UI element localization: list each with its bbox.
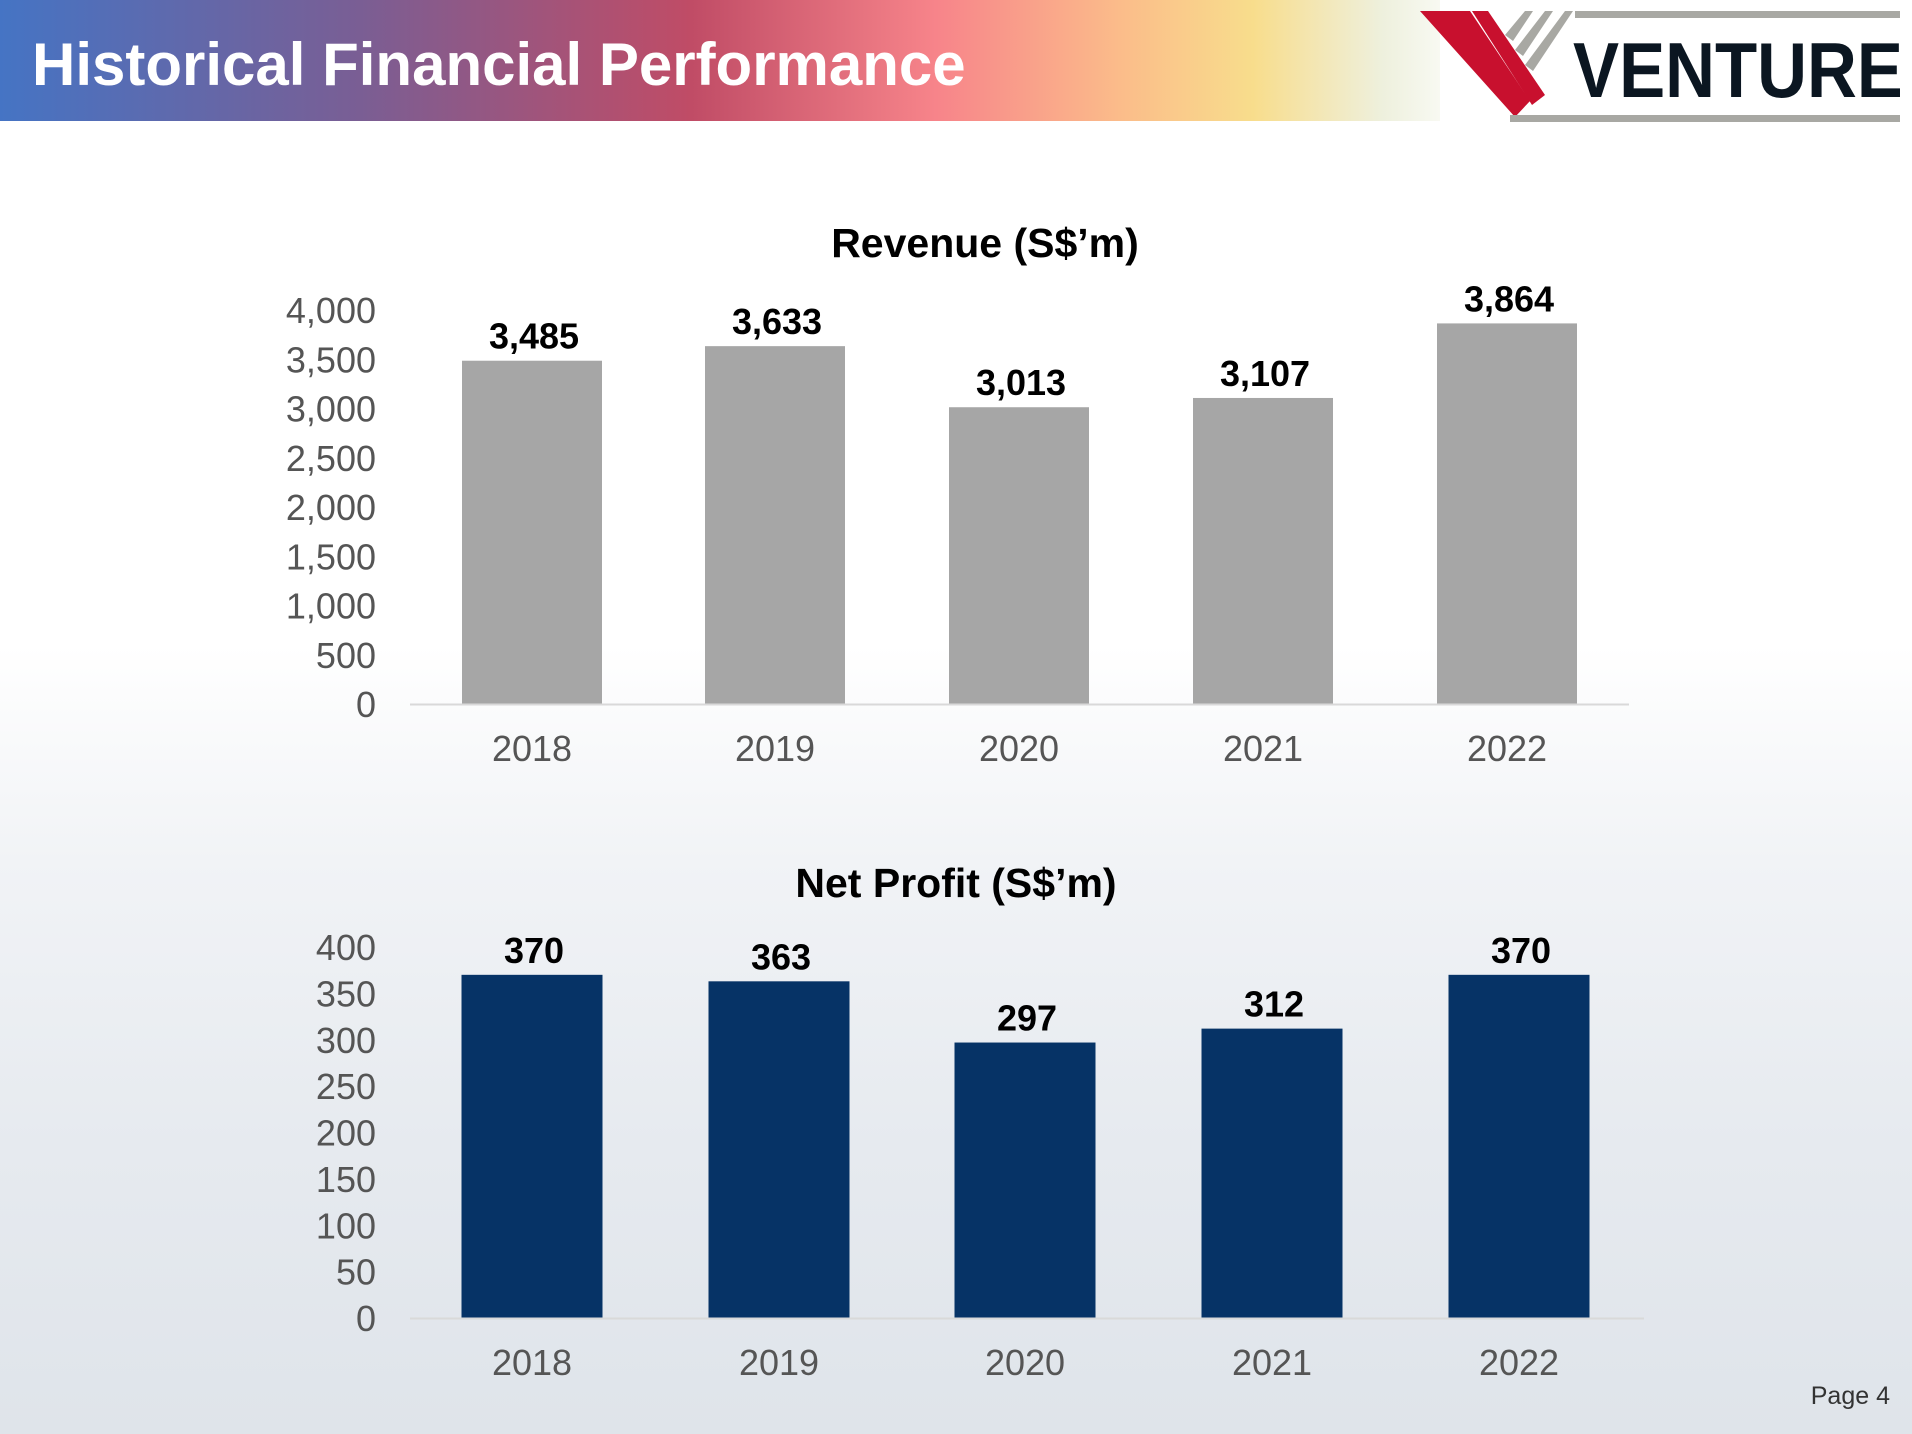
- chart1-ytick-label: 250: [316, 1066, 376, 1107]
- venture-logo: VENTURE: [1420, 11, 1900, 122]
- chart1-ytick-label: 100: [316, 1205, 376, 1246]
- chart0-xtick-label: 2018: [492, 728, 572, 769]
- chart1-xtick-label: 2018: [492, 1342, 572, 1383]
- chart1-bar-2020: [954, 1042, 1096, 1318]
- chart1-ytick-label: 50: [336, 1252, 376, 1293]
- svg-text:VENTURE: VENTURE: [1573, 26, 1900, 114]
- chart1-data-label: 297: [997, 998, 1057, 1039]
- chart1-data-label: 370: [1491, 930, 1551, 971]
- chart0-ytick-label: 3,500: [286, 339, 376, 380]
- chart0-data-label: 3,633: [732, 301, 822, 342]
- chart1-ytick-label: 200: [316, 1113, 376, 1154]
- chart1-data-label: 363: [751, 936, 811, 977]
- chart1-bar-2022: [1448, 974, 1590, 1318]
- chart0-bar-2022: [1437, 323, 1577, 704]
- page-number: Page 4: [1810, 1382, 1890, 1410]
- chart0-data-label: 3,107: [1220, 353, 1310, 394]
- chart0-data-label: 3,485: [489, 316, 579, 357]
- chart0-title: Revenue (S$’m): [831, 220, 1139, 266]
- chart0-xtick-label: 2022: [1467, 728, 1547, 769]
- chart0-data-label: 3,864: [1464, 278, 1554, 319]
- title-banner: Historical Financial Performance: [0, 0, 1440, 121]
- chart1-data-label: 370: [504, 930, 564, 971]
- chart0-xtick-label: 2019: [735, 728, 815, 769]
- chart0-ytick-label: 1,500: [286, 536, 376, 577]
- chart1-data-label: 312: [1244, 984, 1304, 1025]
- chart1-bar-2019: [708, 981, 850, 1318]
- chart1-xtick-label: 2022: [1479, 1342, 1559, 1383]
- chart0-ytick-label: 2,000: [286, 487, 376, 528]
- chart1-xtick-label: 2019: [739, 1342, 819, 1383]
- chart0-data-label: 3,013: [976, 362, 1066, 403]
- chart0-ytick-label: 0: [356, 684, 376, 725]
- chart0-ytick-label: 3,000: [286, 389, 376, 430]
- chart0-ytick-label: 4,000: [286, 290, 376, 331]
- chart0-ytick-label: 500: [316, 635, 376, 676]
- chart1-xtick-label: 2020: [985, 1342, 1065, 1383]
- chart1-bar-2018: [461, 974, 603, 1318]
- chart1-ytick-label: 0: [356, 1298, 376, 1339]
- chart0-xtick-label: 2020: [979, 728, 1059, 769]
- chart0-ytick-label: 2,500: [286, 438, 376, 479]
- chart0-bar-2021: [1193, 397, 1333, 704]
- chart1-ytick-label: 150: [316, 1159, 376, 1200]
- chart1-bar-2021: [1201, 1028, 1343, 1318]
- chart1-ytick-label: 300: [316, 1020, 376, 1061]
- chart0-bar-2018: [462, 360, 602, 704]
- chart0-bar-2019: [705, 346, 845, 704]
- chart0-bar-2020: [949, 407, 1089, 704]
- chart1-ytick-label: 350: [316, 973, 376, 1014]
- chart0-ytick-label: 1,000: [286, 586, 376, 627]
- page-title: Historical Financial Performance: [32, 31, 966, 98]
- chart0-xtick-label: 2021: [1223, 728, 1303, 769]
- chart1-ytick-label: 400: [316, 927, 376, 968]
- chart1-xtick-label: 2021: [1232, 1342, 1312, 1383]
- chart1-title: Net Profit (S$’m): [795, 860, 1116, 906]
